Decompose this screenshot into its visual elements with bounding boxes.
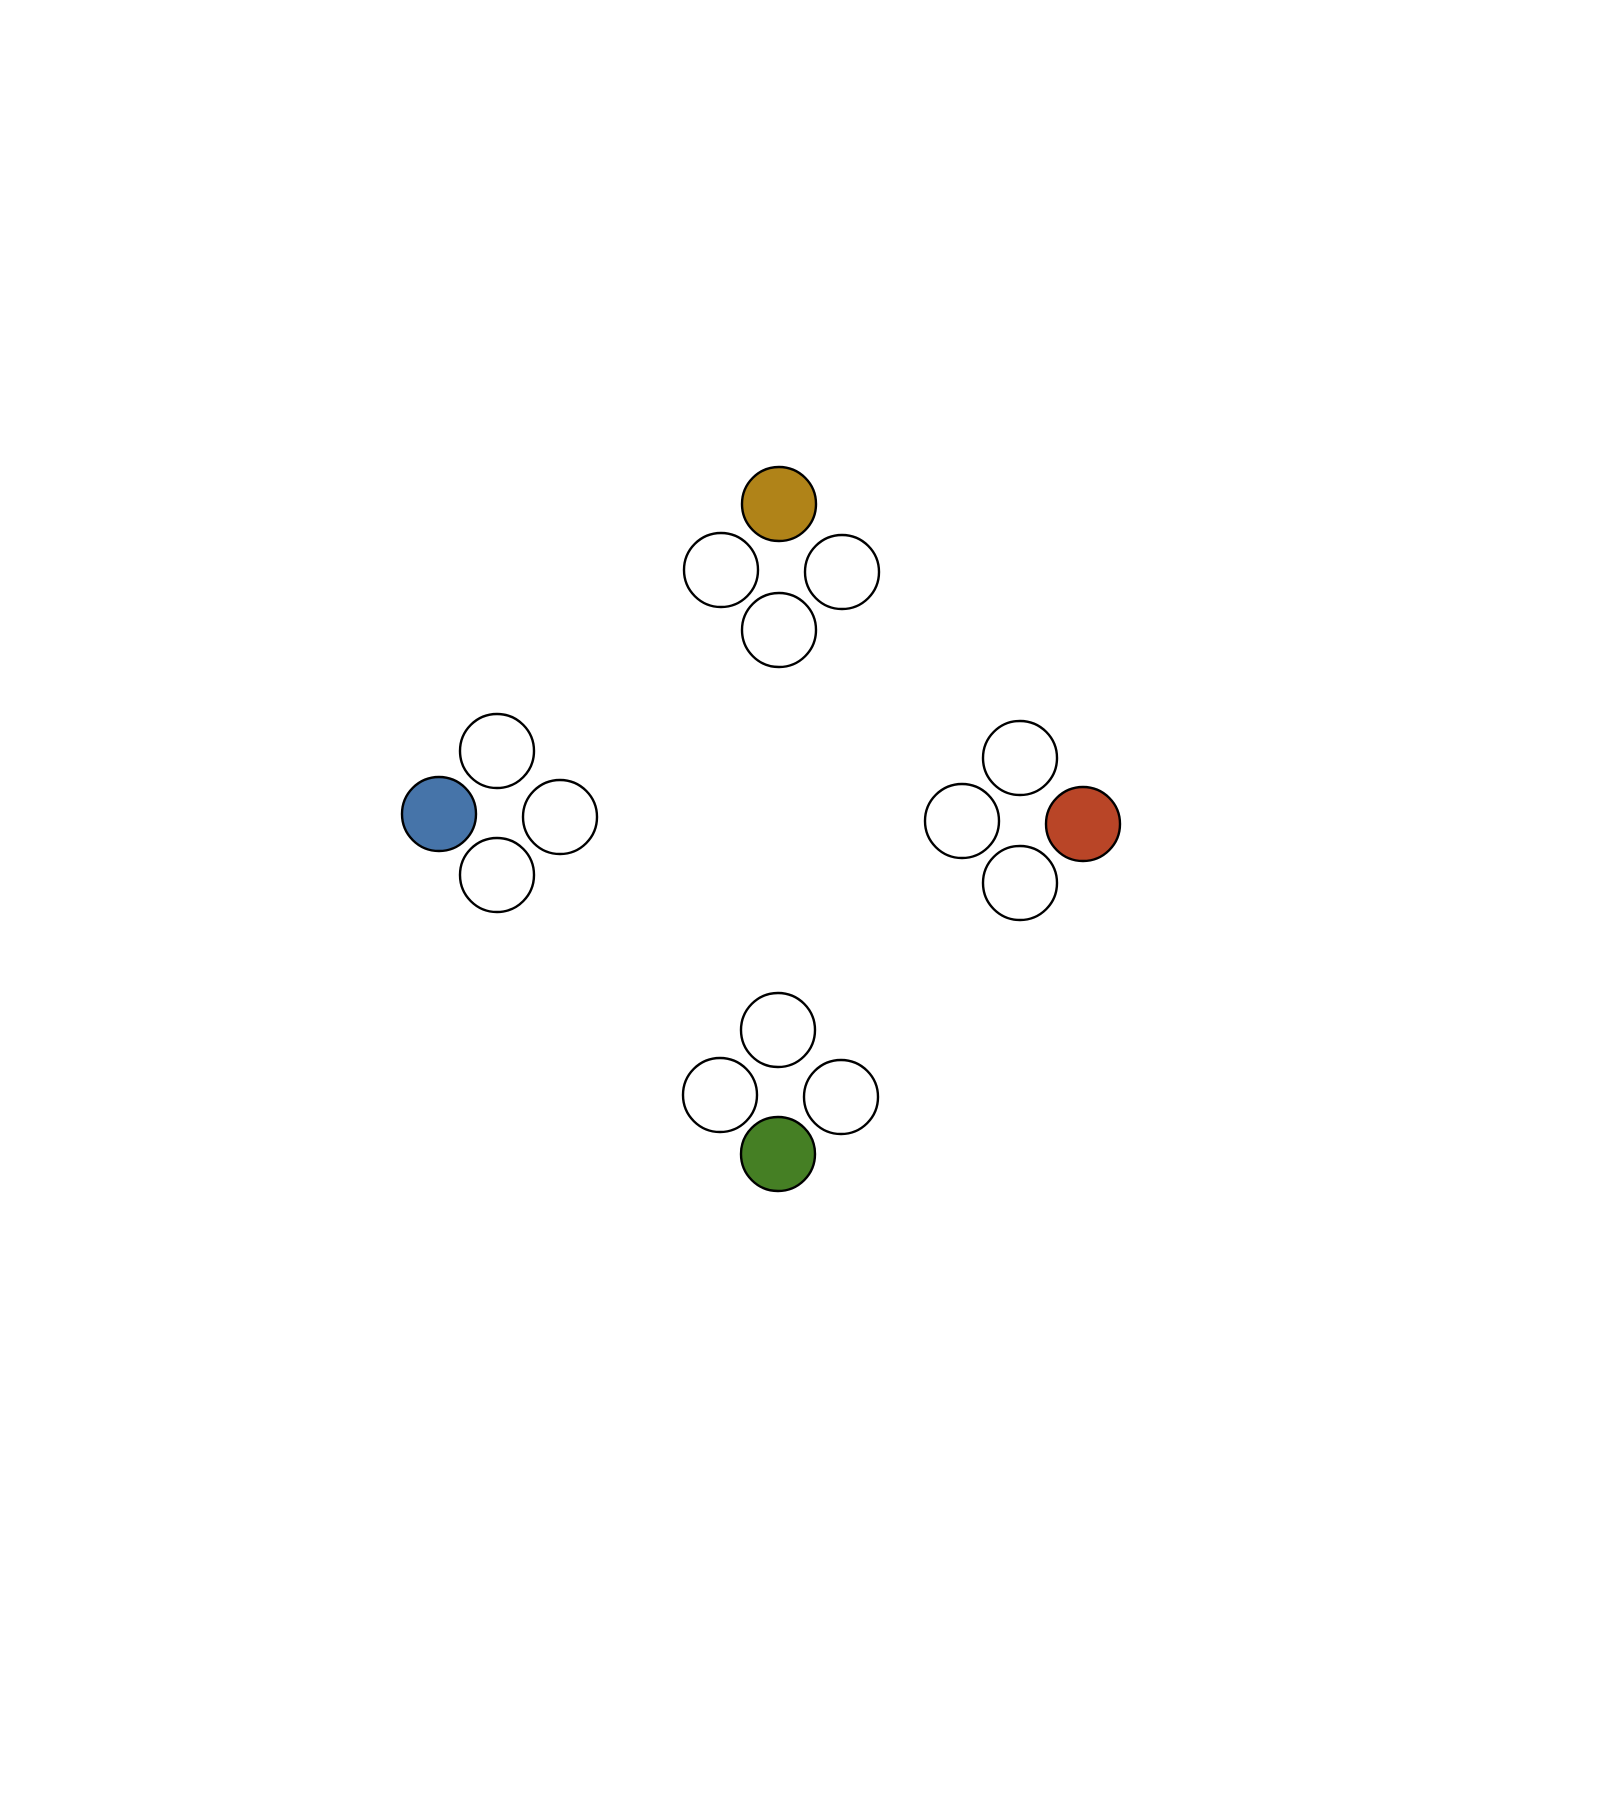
cluster-top [682,465,881,669]
circle-left-bottom-empty [458,836,536,914]
circle-bottom-right-empty [802,1058,880,1136]
circle-right-top-empty [981,719,1059,797]
circle-top-left-empty [682,531,760,609]
circle-right-right-filled [1044,785,1122,863]
circle-clusters [400,465,1122,1193]
cluster-right [923,719,1122,922]
circle-right-bottom-empty [981,844,1059,922]
circle-right-left-empty [923,782,1001,860]
circle-top-right-empty [803,533,881,611]
cluster-left [400,712,599,914]
circle-bottom-left-empty [681,1056,759,1134]
circle-bottom-top-empty [739,991,817,1069]
circle-left-left-filled [400,775,478,853]
circle-bottom-bottom-filled [739,1115,817,1193]
cluster-bottom [681,991,880,1193]
circle-top-bottom-empty [740,591,818,669]
circle-left-top-empty [458,712,536,790]
circle-top-top-filled [740,465,818,543]
circle-left-right-empty [521,778,599,856]
